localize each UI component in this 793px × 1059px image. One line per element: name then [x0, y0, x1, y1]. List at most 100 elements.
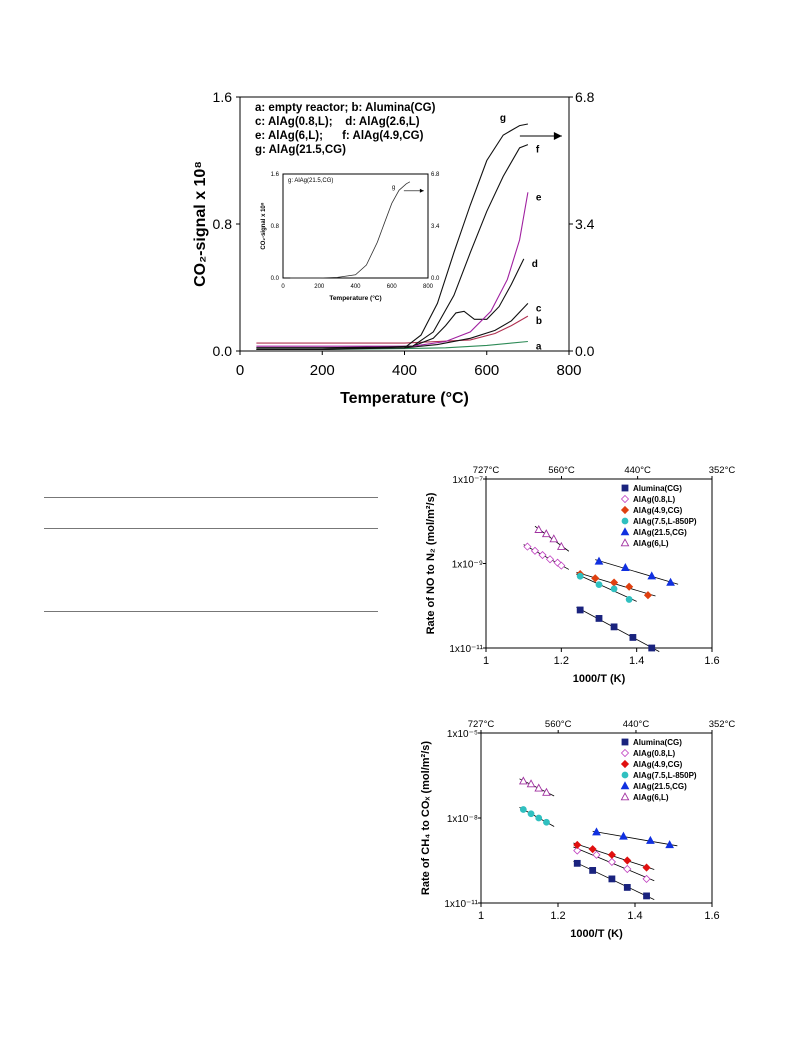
ch4_rate-data-point: [573, 846, 582, 855]
no_rate-data-point: [576, 572, 584, 580]
ch4_rate-legend-text: AlAg(21.5,CG): [633, 782, 687, 791]
ch4_rate-x-axis-title: 1000/T (K): [570, 928, 623, 940]
no_rate-data-point: [576, 606, 584, 614]
legend-text: a: empty reactor; b: Alumina(CG): [255, 102, 436, 114]
series-line-e: [256, 192, 529, 347]
ch4_rate-data-point: [534, 783, 544, 792]
inset-x-tick-label: 800: [423, 284, 434, 290]
ch4_rate-series-AlAg(21.5,CG): [592, 827, 678, 849]
no_rate-data-point: [643, 591, 653, 600]
no_rate-data-point: [625, 596, 633, 603]
no_rate-x-axis-title: 1000/T (K): [573, 673, 626, 685]
no_rate-series-AlAg(4.9,CG): [576, 569, 656, 600]
no_rate-top-tick-label: 352°C: [709, 465, 736, 476]
no_rate-top-tick-label: 560°C: [548, 465, 575, 476]
ch4_rate-data-point: [592, 850, 601, 859]
ch4_rate-data-point: [542, 787, 551, 796]
no_rate-series-AlAg(6,L): [534, 524, 570, 552]
y-axis-title: CO₂-signal x 10⁸: [192, 161, 209, 287]
no_rate-legend-text: AlAg(4.9,CG): [633, 506, 683, 515]
no_rate-legend-text: AlAg(6,L): [633, 539, 669, 548]
x-tick-label: 200: [310, 362, 335, 379]
inset-x-tick-label: 200: [314, 284, 325, 290]
ch4_rate-data-point: [543, 818, 550, 826]
no_rate-legend-marker: [620, 494, 630, 504]
no_rate-y-tick-label: 1x10⁻⁹: [452, 560, 483, 571]
no_rate-legend-marker: [621, 484, 629, 492]
ch4_rate-data-point: [623, 884, 631, 891]
inset-x-tick-label: 400: [350, 284, 361, 290]
ch4_rate-data-point: [518, 776, 528, 785]
no_rate-data-point: [553, 558, 562, 567]
ch4_rate-x-tick-label: 1.4: [627, 910, 642, 922]
inset-y2-tick-label: 0.0: [431, 276, 440, 282]
table-rule: [44, 497, 378, 498]
no_rate-data-point: [625, 582, 634, 591]
no_rate-y-tick-label: 1x10⁻⁷: [452, 475, 483, 486]
no_rate-x-tick-label: 1.6: [704, 655, 719, 667]
ch4_rate-data-point: [608, 875, 616, 883]
x-tick-label: 400: [392, 362, 417, 379]
ch4_rate-data-point: [527, 810, 535, 818]
ch4_rate-data-point: [526, 779, 536, 788]
series-line-b: [256, 315, 529, 344]
table-rule: [44, 528, 378, 529]
legend-text: c: AlAg(0.8,L); d: AlAg(2.6,L): [255, 116, 420, 128]
no_rate-legend-text: AlAg(0.8,L): [633, 495, 676, 504]
ch4_rate-series-AlAg(0.8,L): [573, 846, 655, 883]
ch4_rate-top-tick-label: 727°C: [468, 719, 495, 730]
ch4_rate-plot-frame: [480, 732, 713, 904]
ch4_rate-series-AlAg(7.5,L-850P): [519, 806, 555, 827]
series-label-b: b: [536, 316, 542, 327]
ch4_rate-data-point: [535, 814, 543, 822]
no_rate-top-tick-label: 727°C: [473, 465, 500, 476]
inset-x-tick-label: 0: [281, 284, 285, 290]
ch4_rate-top-tick-label: 440°C: [623, 719, 650, 730]
no_rate-data-point: [556, 541, 566, 550]
inset-arrow-head-icon: [419, 188, 424, 193]
series-label-c: c: [536, 303, 542, 314]
ch4_rate-data-point: [573, 840, 582, 849]
ch4_rate-data-point: [589, 867, 597, 874]
ch4_rate-x-tick-label: 1: [478, 910, 484, 922]
no_rate-x-tick-label: 1: [483, 655, 489, 667]
ch4_rate-series-AlAg(6,L): [518, 776, 555, 797]
inset-title: g: AlAg(21.5,CG): [288, 178, 333, 184]
no_rate-data-point: [621, 562, 630, 571]
no_rate-legend-marker: [620, 527, 630, 536]
ch4_rate-legend-marker: [620, 748, 630, 758]
inset-y2-tick-label: 3.4: [431, 224, 440, 230]
legend-text: e: AlAg(6,L); f: AlAg(4.9,CG): [255, 130, 424, 142]
ch4_rate-legend-text: AlAg(7.5,L-850P): [633, 771, 697, 780]
inset-y2-tick-label: 6.8: [431, 172, 440, 178]
ch4_rate-fit-line: [592, 830, 678, 847]
ch4_rate-data-point: [588, 845, 597, 854]
no_rate-data-point: [545, 555, 555, 564]
x-tick-label: 0: [236, 362, 244, 379]
series-line-f: [256, 144, 529, 350]
ch4_rate-y-tick-label: 1x10⁻⁸: [447, 814, 478, 825]
no_rate-data-point: [523, 542, 532, 551]
ch4_rate-series-Alumina(CG): [573, 859, 655, 900]
series-line-c: [256, 303, 529, 349]
no_rate-series-AlAg(21.5,CG): [594, 556, 679, 586]
inset-series-label: g: [392, 185, 395, 191]
y-tick-label: 0.0: [213, 343, 233, 359]
ch4_rate-y-tick-label: 1x10⁻⁵: [447, 729, 478, 740]
no_rate-data-point: [629, 634, 637, 641]
arrow-head-icon: [553, 131, 562, 140]
no_rate-data-point: [648, 644, 656, 652]
no_rate-data-point: [591, 574, 600, 583]
ch4_rate-top-tick-label: 560°C: [545, 719, 572, 730]
series-label-e: e: [536, 192, 542, 203]
no_rate-top-tick-label: 440°C: [624, 465, 651, 476]
inset-x-axis-title: Temperature (°C): [329, 294, 381, 302]
no_rate-x-tick-label: 1.4: [629, 655, 644, 667]
y2-tick-label: 6.8: [575, 89, 595, 105]
no_rate-data-point: [595, 615, 603, 622]
ch4_rate-data-point: [607, 850, 616, 859]
ch4_rate-data-point: [573, 859, 581, 867]
ch4_rate-data-point: [623, 856, 632, 865]
series-label-d: d: [532, 259, 538, 270]
ch4_rate-data-point: [619, 831, 628, 840]
